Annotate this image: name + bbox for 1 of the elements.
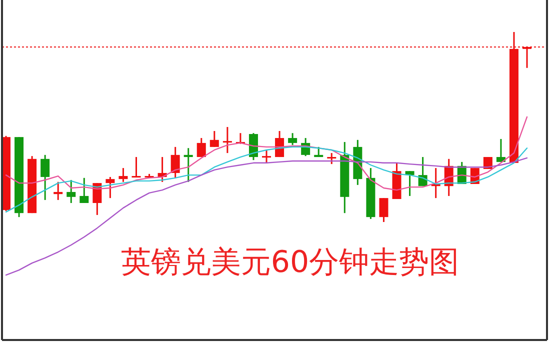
title: 英镑兑美元60分钟走势图 (120, 245, 460, 280)
